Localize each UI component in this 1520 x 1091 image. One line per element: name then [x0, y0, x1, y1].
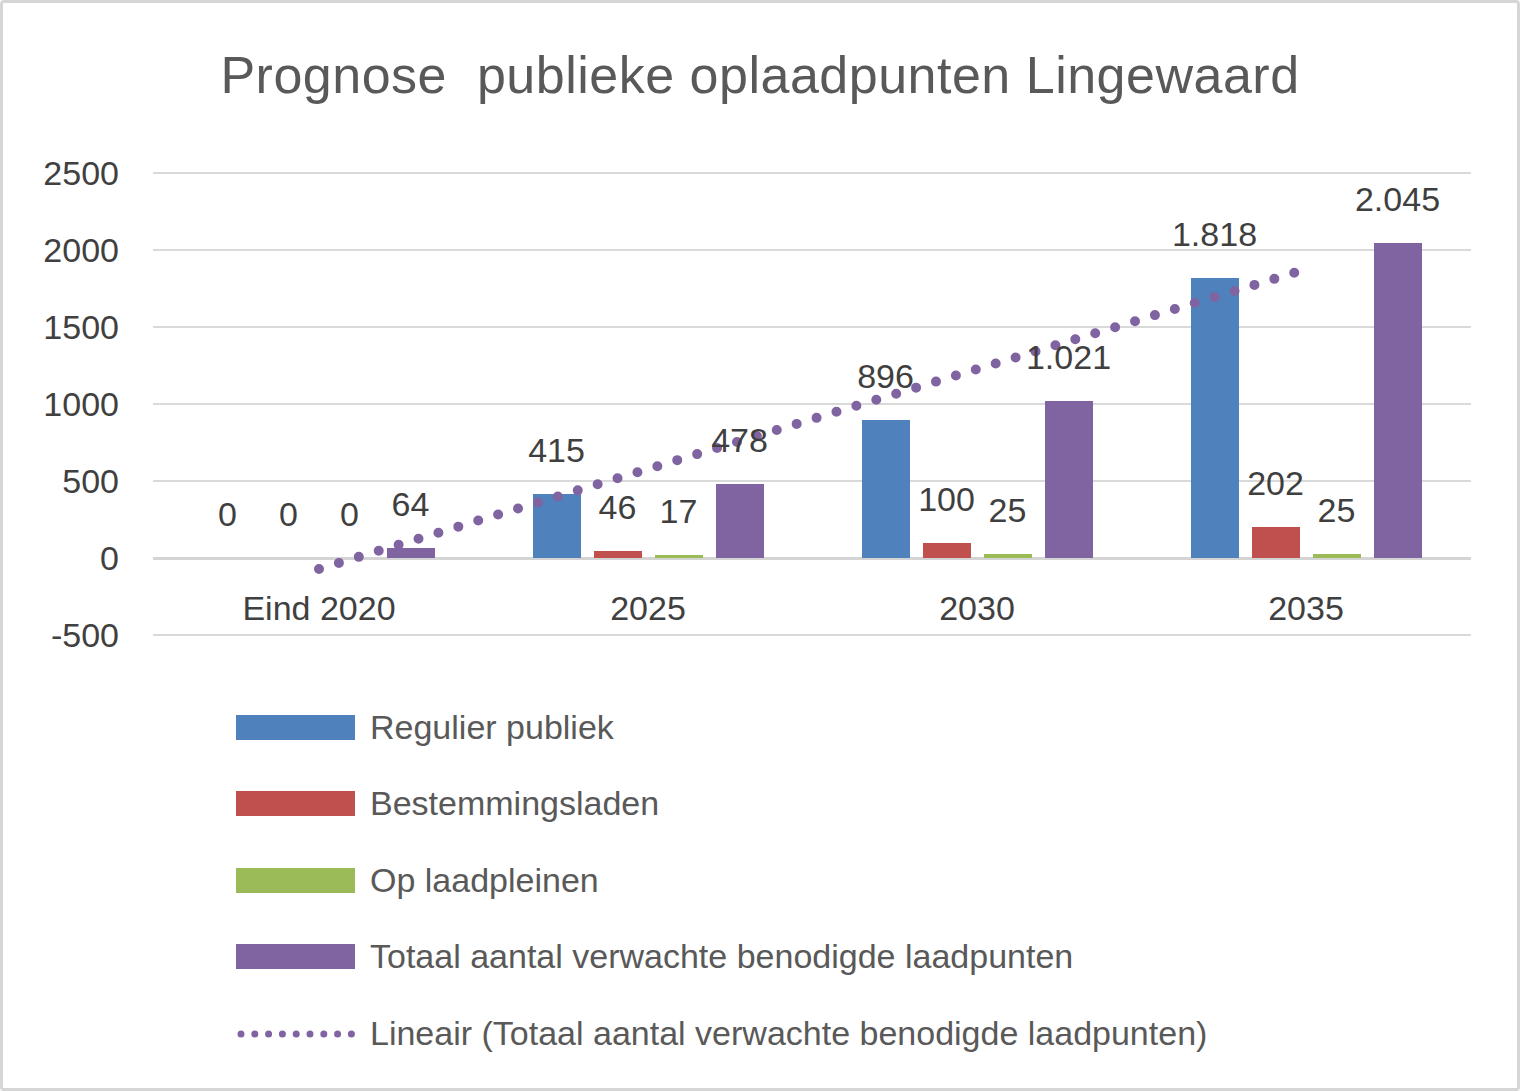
trendline-lineair-totaal [319, 269, 1306, 569]
data-label-bestemmingsladen: 202 [1247, 464, 1304, 502]
y-gridline [153, 249, 1471, 251]
bar-bestemmingsladen [594, 551, 642, 558]
x-category-label: 2030 [939, 588, 1015, 628]
legend-item-bestemmingsladen: Bestemmingsladen [236, 766, 1207, 843]
chart-title: Prognose publieke oplaadpunten Lingewaar… [3, 45, 1517, 105]
x-category-label: 2035 [1268, 588, 1344, 628]
data-label-totaal-aantal: 64 [392, 485, 430, 523]
data-label-op-laadpleinen: 17 [660, 492, 698, 530]
data-label-op-laadpleinen: 25 [1318, 491, 1356, 529]
bar-totaal-aantal [1374, 243, 1422, 558]
data-label-regulier-publiek: 415 [528, 431, 585, 469]
bar-totaal-aantal [387, 548, 435, 558]
data-label-totaal-aantal: 2.045 [1355, 180, 1440, 218]
bar-bestemmingsladen [1252, 527, 1300, 558]
y-tick-label: 1000 [3, 384, 119, 424]
y-gridline [153, 172, 1471, 174]
bar-regulier-publiek [862, 420, 910, 558]
data-label-op-laadpleinen: 0 [340, 495, 359, 533]
y-tick-label: 2500 [3, 153, 119, 193]
legend: Regulier publiek Bestemmingsladen Op laadp… [236, 689, 1207, 1072]
bar-totaal-aantal [1045, 401, 1093, 558]
data-label-totaal-aantal: 478 [711, 421, 768, 459]
data-label-totaal-aantal: 1.021 [1026, 338, 1111, 376]
data-label-regulier-publiek: 0 [218, 495, 237, 533]
x-category-label: Eind 2020 [242, 588, 395, 628]
legend-label: Regulier publiek [370, 708, 614, 747]
chart-frame: Prognose publieke oplaadpunten Lingewaar… [0, 0, 1520, 1091]
legend-swatch-regulier-publiek [236, 715, 355, 740]
y-gridline [153, 403, 1471, 405]
bar-op-laadpleinen [1313, 554, 1361, 558]
data-label-op-laadpleinen: 25 [989, 491, 1027, 529]
y-gridline [153, 634, 1471, 636]
legend-label: Bestemmingsladen [370, 784, 659, 823]
legend-swatch-totaal-aantal [236, 944, 355, 969]
legend-swatch-bestemmingsladen [236, 791, 355, 816]
legend-item-totaal-aantal: Totaal aantal verwachte benodigde laadpu… [236, 919, 1207, 996]
data-label-regulier-publiek: 1.818 [1172, 215, 1257, 253]
data-label-bestemmingsladen: 46 [599, 488, 637, 526]
y-tick-label: 500 [3, 461, 119, 501]
bar-bestemmingsladen [923, 543, 971, 558]
y-tick-label: 1500 [3, 307, 119, 347]
legend-item-op-laadpleinen: Op laadpleinen [236, 842, 1207, 919]
legend-item-regulier-publiek: Regulier publiek [236, 689, 1207, 766]
data-label-bestemmingsladen: 0 [279, 495, 298, 533]
y-tick-label: 2000 [3, 230, 119, 270]
bar-op-laadpleinen [984, 554, 1032, 558]
legend-swatch-op-laadpleinen [236, 868, 355, 893]
bar-regulier-publiek [1191, 278, 1239, 558]
legend-label: Op laadpleinen [370, 861, 599, 900]
legend-label: Lineair (Totaal aantal verwachte benodig… [370, 1014, 1207, 1053]
y-tick-label: -500 [3, 615, 119, 655]
y-tick-label: 0 [3, 538, 119, 578]
data-label-regulier-publiek: 896 [857, 357, 914, 395]
legend-item-lineair-totaal: Lineair (Totaal aantal verwachte benodig… [236, 995, 1207, 1072]
legend-label: Totaal aantal verwachte benodigde laadpu… [370, 937, 1073, 976]
y-gridline [153, 326, 1471, 328]
bar-regulier-publiek [533, 494, 581, 558]
bar-totaal-aantal [716, 484, 764, 558]
legend-dotted-line-swatch [236, 1021, 355, 1046]
bar-op-laadpleinen [655, 555, 703, 558]
x-category-label: 2025 [610, 588, 686, 628]
data-label-bestemmingsladen: 100 [918, 480, 975, 518]
